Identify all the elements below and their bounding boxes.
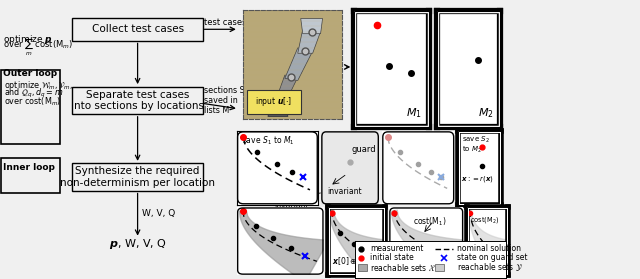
Polygon shape — [392, 210, 468, 279]
Text: $\boldsymbol{p}$, W, V, Q: $\boldsymbol{p}$, W, V, Q — [109, 237, 166, 251]
Text: $\boldsymbol{x} := r(\boldsymbol{x})$: $\boldsymbol{x} := r(\boldsymbol{x})$ — [461, 174, 493, 184]
Text: Outer loop: Outer loop — [3, 69, 57, 78]
Text: $M_2$: $M_2$ — [478, 106, 493, 120]
Polygon shape — [298, 29, 321, 53]
Text: Separate test cases
into sections by locations: Separate test cases into sections by loc… — [71, 90, 204, 111]
Text: invariant: invariant — [274, 201, 308, 210]
Text: nominal solution: nominal solution — [458, 244, 522, 253]
Text: Synthesize the required
non-determinism per location: Synthesize the required non-determinism … — [60, 166, 215, 188]
Text: state on guard set: state on guard set — [458, 253, 528, 262]
Text: test cases C: test cases C — [204, 18, 255, 27]
Polygon shape — [273, 75, 298, 108]
Text: reachable sets $\mathcal{Y}$: reachable sets $\mathcal{Y}$ — [458, 261, 524, 273]
Text: measurement: measurement — [371, 244, 424, 253]
Bar — [435, 264, 444, 271]
FancyBboxPatch shape — [72, 163, 203, 191]
Polygon shape — [301, 18, 323, 34]
Text: Inner loop: Inner loop — [3, 163, 54, 172]
Text: $x_2, y_2$: $x_2, y_2$ — [246, 243, 268, 254]
Text: reachable sets $\mathcal{X}$: reachable sets $\mathcal{X}$ — [371, 262, 436, 273]
Text: $\boldsymbol{x}[0] \oplus \mathcal{Q}$: $\boldsymbol{x}[0] \oplus \mathcal{Q}$ — [332, 256, 365, 267]
Text: initial state: initial state — [371, 253, 414, 262]
Polygon shape — [239, 210, 329, 279]
Text: Collect test cases: Collect test cases — [92, 24, 184, 34]
Text: to $M_2$: to $M_2$ — [461, 144, 482, 155]
Text: cost$(\mathsf{M}_1)$: cost$(\mathsf{M}_1)$ — [413, 215, 447, 228]
Text: and $\mathcal{Q}_q, d_q = m$: and $\mathcal{Q}_q, d_q = m$ — [4, 87, 63, 100]
Polygon shape — [330, 210, 388, 279]
Polygon shape — [468, 210, 510, 279]
Text: $M_1$: $M_1$ — [406, 106, 422, 120]
Text: guard: guard — [351, 145, 376, 154]
Text: W, V, Q: W, V, Q — [142, 209, 175, 218]
Text: invariant: invariant — [327, 187, 362, 196]
Text: optimize $\boldsymbol{p}$: optimize $\boldsymbol{p}$ — [3, 33, 53, 45]
Text: $x_1, y_1$: $x_1, y_1$ — [285, 266, 307, 276]
Text: over $\sum_m$ cost$(\mathsf{M}_m)$: over $\sum_m$ cost$(\mathsf{M}_m)$ — [3, 37, 74, 58]
Text: save $S_2$: save $S_2$ — [461, 135, 490, 145]
Text: input $\boldsymbol{u}[\cdot]$: input $\boldsymbol{u}[\cdot]$ — [255, 95, 292, 108]
FancyBboxPatch shape — [247, 90, 301, 114]
Polygon shape — [285, 48, 312, 80]
Text: save $S_1$ to $M_1$: save $S_1$ to $M_1$ — [242, 134, 294, 146]
Text: optimize $\mathcal{W}_m, \mathcal{V}_m$,: optimize $\mathcal{W}_m, \mathcal{V}_m$, — [4, 79, 73, 92]
Bar — [358, 264, 367, 271]
Polygon shape — [268, 108, 288, 116]
FancyBboxPatch shape — [72, 18, 203, 41]
Text: sections S
saved in
lists M: sections S saved in lists M — [204, 86, 244, 115]
FancyBboxPatch shape — [72, 86, 203, 114]
Text: over cost$(\mathsf{M}_m)$: over cost$(\mathsf{M}_m)$ — [4, 96, 61, 108]
Text: cost$(\mathsf{M}_2)$: cost$(\mathsf{M}_2)$ — [470, 215, 500, 225]
